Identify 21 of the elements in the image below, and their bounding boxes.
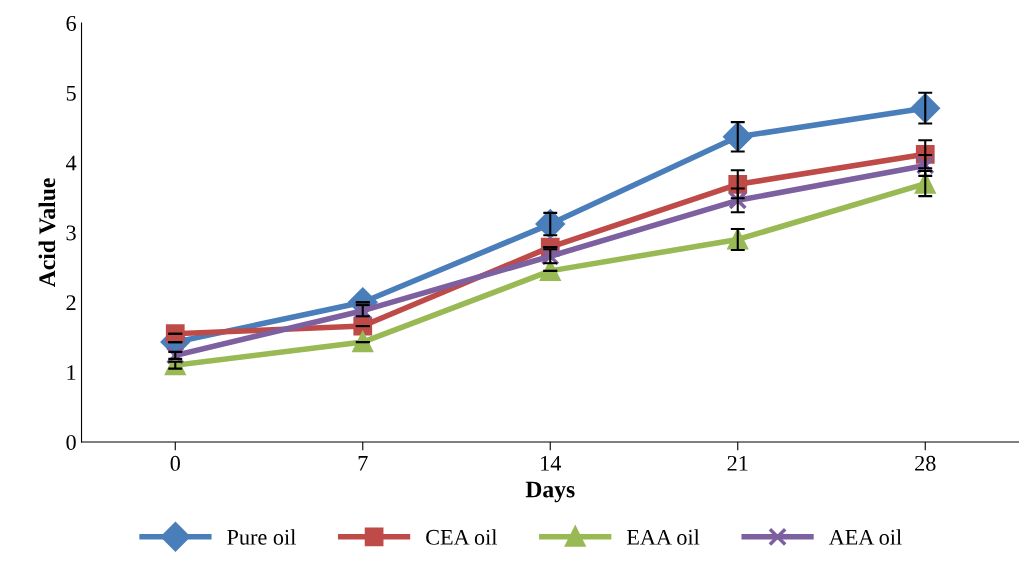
y-tick-label: 1 — [67, 365, 76, 380]
x-tick-label: 14 — [541, 455, 562, 471]
y-axis-title: Acid Value — [38, 178, 56, 288]
point — [540, 260, 561, 281]
point — [165, 324, 185, 344]
legend-label: AEA oil — [828, 529, 902, 545]
y-tick-label: 6 — [66, 15, 76, 31]
x-axis-title: Days — [525, 481, 575, 503]
x-tick-label: 7 — [358, 456, 368, 471]
legend-label: CEA oil — [426, 529, 497, 545]
point — [352, 332, 373, 353]
x-tick-label: 21 — [727, 455, 748, 471]
y-tick-label: 4 — [65, 155, 77, 171]
y-tick-label: 5 — [66, 85, 76, 101]
legend-label: EAA oil — [626, 529, 700, 545]
y-tick-label: 0 — [66, 434, 76, 450]
y-tick-label: 2 — [66, 295, 76, 311]
x-tick-label: 28 — [915, 455, 936, 471]
legend-label: Pure oil — [227, 529, 296, 545]
x-tick-label: 0 — [170, 455, 180, 471]
y-tick-label: 3 — [66, 225, 76, 241]
